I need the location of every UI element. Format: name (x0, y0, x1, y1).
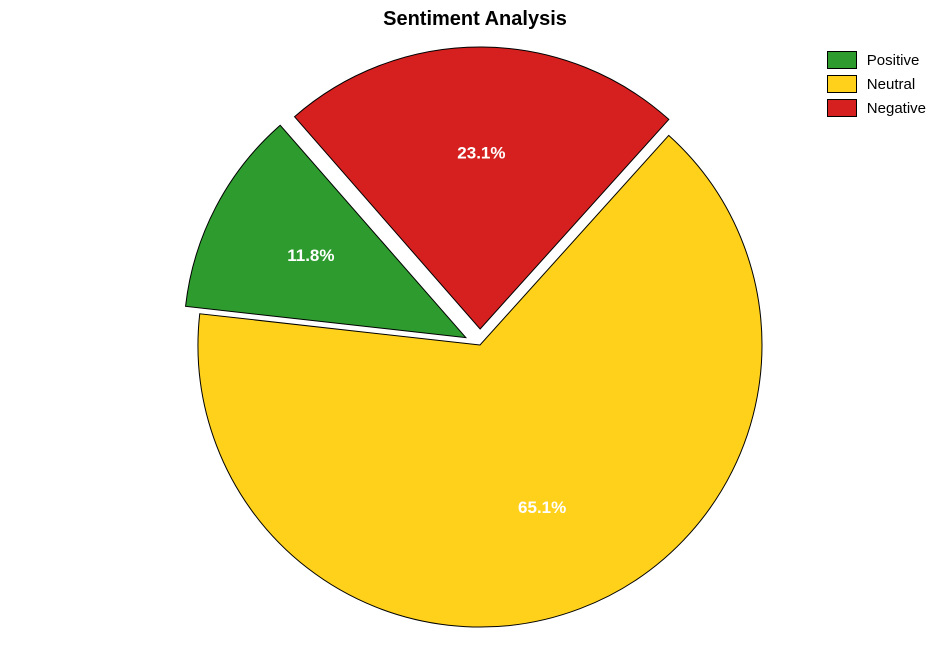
chart-title: Sentiment Analysis (0, 8, 950, 31)
legend-label: Positive (867, 52, 920, 69)
sentiment-pie-chart: Sentiment Analysis 23.1% 11.8% 65.1% Posit… (0, 0, 950, 662)
slice-label-neutral: 65.1% (518, 498, 566, 517)
legend: Positive Neutral Negative (827, 48, 926, 120)
legend-label: Negative (867, 100, 926, 117)
legend-swatch (827, 51, 857, 69)
slice-label-positive: 11.8% (287, 246, 334, 265)
slice-label-negative: 23.1% (457, 144, 505, 163)
legend-swatch (827, 99, 857, 117)
legend-swatch (827, 75, 857, 93)
pie-svg: 23.1% 11.8% 65.1% (0, 0, 950, 662)
legend-item-positive: Positive (827, 48, 926, 72)
legend-label: Neutral (867, 76, 915, 93)
legend-item-negative: Negative (827, 96, 926, 120)
legend-item-neutral: Neutral (827, 72, 926, 96)
